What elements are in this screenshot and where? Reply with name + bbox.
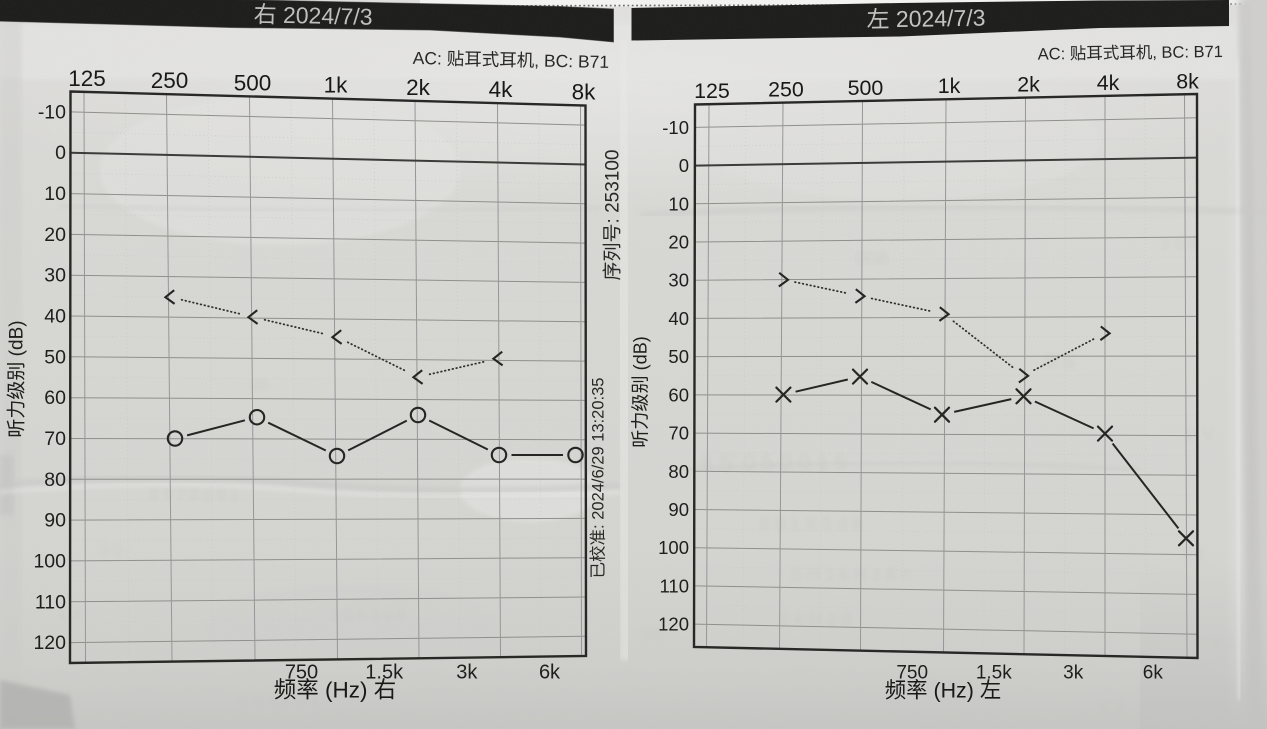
svg-text:0 3 8 0 0 8: 0 3 8 0 0 8: [330, 607, 406, 624]
svg-text:3 0 0: 3 0 0: [1160, 235, 1198, 254]
svg-text:2k: 2k: [1017, 73, 1040, 97]
svg-text:500: 500: [848, 76, 884, 100]
svg-text:120: 120: [658, 614, 689, 635]
svg-text:D V: D V: [1185, 425, 1214, 444]
svg-text:右 2024/7/3: 右 2024/7/3: [253, 1, 372, 30]
svg-text:已校准: 2024/6/29 13:20:35: 已校准: 2024/6/29 13:20:35: [589, 378, 608, 579]
svg-text:1k: 1k: [324, 73, 349, 98]
svg-text:70: 70: [668, 423, 689, 444]
svg-text:70: 70: [44, 428, 66, 450]
svg-text:80: 80: [668, 461, 689, 482]
svg-text:8k: 8k: [1176, 69, 1199, 93]
svg-text:1.5k: 1.5k: [365, 662, 404, 684]
svg-text:0 0 1 X 5 d 8: 0 0 1 X 5 d 8: [760, 514, 862, 534]
svg-text:110: 110: [35, 591, 66, 613]
svg-text:3 0: 3 0: [100, 542, 122, 559]
svg-text:40: 40: [668, 308, 689, 329]
svg-text:50: 50: [668, 346, 689, 367]
svg-text:D 8 1: D 8 1: [1195, 633, 1236, 652]
svg-text:120: 120: [33, 632, 66, 654]
svg-text:1.5k: 1.5k: [976, 663, 1012, 684]
svg-text:6k: 6k: [539, 662, 561, 684]
svg-text:50: 50: [44, 346, 66, 368]
svg-text:听力级别 (dB): 听力级别 (dB): [6, 320, 28, 437]
svg-text:10: 10: [44, 183, 66, 205]
svg-text:10: 10: [668, 193, 689, 214]
svg-text:125: 125: [68, 66, 106, 91]
svg-text:008: 008: [855, 248, 888, 270]
svg-text:3k: 3k: [1063, 663, 1084, 684]
svg-text:0: 0: [55, 142, 66, 164]
svg-text:750: 750: [896, 663, 928, 684]
svg-text:500: 500: [234, 70, 272, 95]
svg-text:1k: 1k: [938, 74, 961, 98]
svg-text:AC: 贴耳式耳机, BC: B71: AC: 贴耳式耳机, BC: B71: [1038, 42, 1223, 64]
svg-text:60: 60: [668, 384, 689, 405]
svg-text:频率 (Hz) 右: 频率 (Hz) 右: [274, 678, 397, 703]
svg-text:8 S’ 0 5 0 0 1 5: 8 S’ 0 5 0 0 1 5: [700, 450, 847, 475]
svg-text:左 2024/7/3: 左 2024/7/3: [866, 5, 985, 33]
svg-text:频率 (Hz) 左: 频率 (Hz) 左: [885, 679, 1001, 703]
svg-text:4k: 4k: [1097, 71, 1120, 95]
svg-text:30: 30: [668, 270, 689, 291]
svg-text:3k: 3k: [456, 662, 478, 684]
svg-text:L 8 1 1 0 1: L 8 1 1 0 1: [240, 690, 320, 709]
svg-text:250: 250: [151, 68, 189, 93]
svg-text:20: 20: [44, 224, 66, 246]
svg-text:110: 110: [660, 575, 690, 596]
svg-text:AC: 贴耳式耳机, BC: B71: AC: 贴耳式耳机, BC: B71: [413, 48, 610, 72]
svg-text:-10: -10: [38, 101, 66, 123]
svg-text:2k: 2k: [406, 75, 431, 100]
svg-text:S H 1 k H z 8 n: S H 1 k H z 8 n: [790, 564, 911, 584]
svg-text:40: 40: [44, 306, 66, 328]
svg-text:100: 100: [658, 537, 689, 558]
svg-text:125: 125: [694, 79, 730, 103]
svg-text:90: 90: [44, 510, 66, 532]
svg-text:100: 100: [33, 550, 66, 572]
svg-text:00: 00: [250, 377, 268, 394]
svg-text:2 k H z 9: 2 k H z 9: [780, 609, 851, 629]
svg-text:序列号: 253100: 序列号: 253100: [602, 150, 624, 281]
svg-text:90: 90: [668, 499, 689, 520]
svg-text:D N T: D N T: [930, 675, 974, 694]
svg-text:30: 30: [44, 265, 66, 287]
svg-text:6k: 6k: [1143, 663, 1164, 684]
svg-text:S8: S8: [640, 624, 662, 644]
svg-text:20: 20: [668, 232, 689, 253]
svg-text:8 8: 8 8: [1100, 697, 1124, 716]
svg-text:0: 0: [679, 155, 689, 176]
svg-text:750: 750: [285, 662, 318, 684]
svg-text:0 S: 0 S: [1045, 351, 1075, 373]
svg-text:8k: 8k: [572, 79, 597, 104]
svg-text:250: 250: [768, 78, 804, 102]
svg-text:0 9 7 0 0 8 1: 0 9 7 0 0 8 1: [150, 487, 239, 504]
svg-text:4k: 4k: [489, 77, 514, 102]
svg-text:80: 80: [44, 469, 66, 491]
svg-text:听力级别 (dB): 听力级别 (dB): [631, 336, 651, 448]
svg-text:60: 60: [44, 387, 66, 409]
svg-text:-10: -10: [662, 117, 689, 138]
